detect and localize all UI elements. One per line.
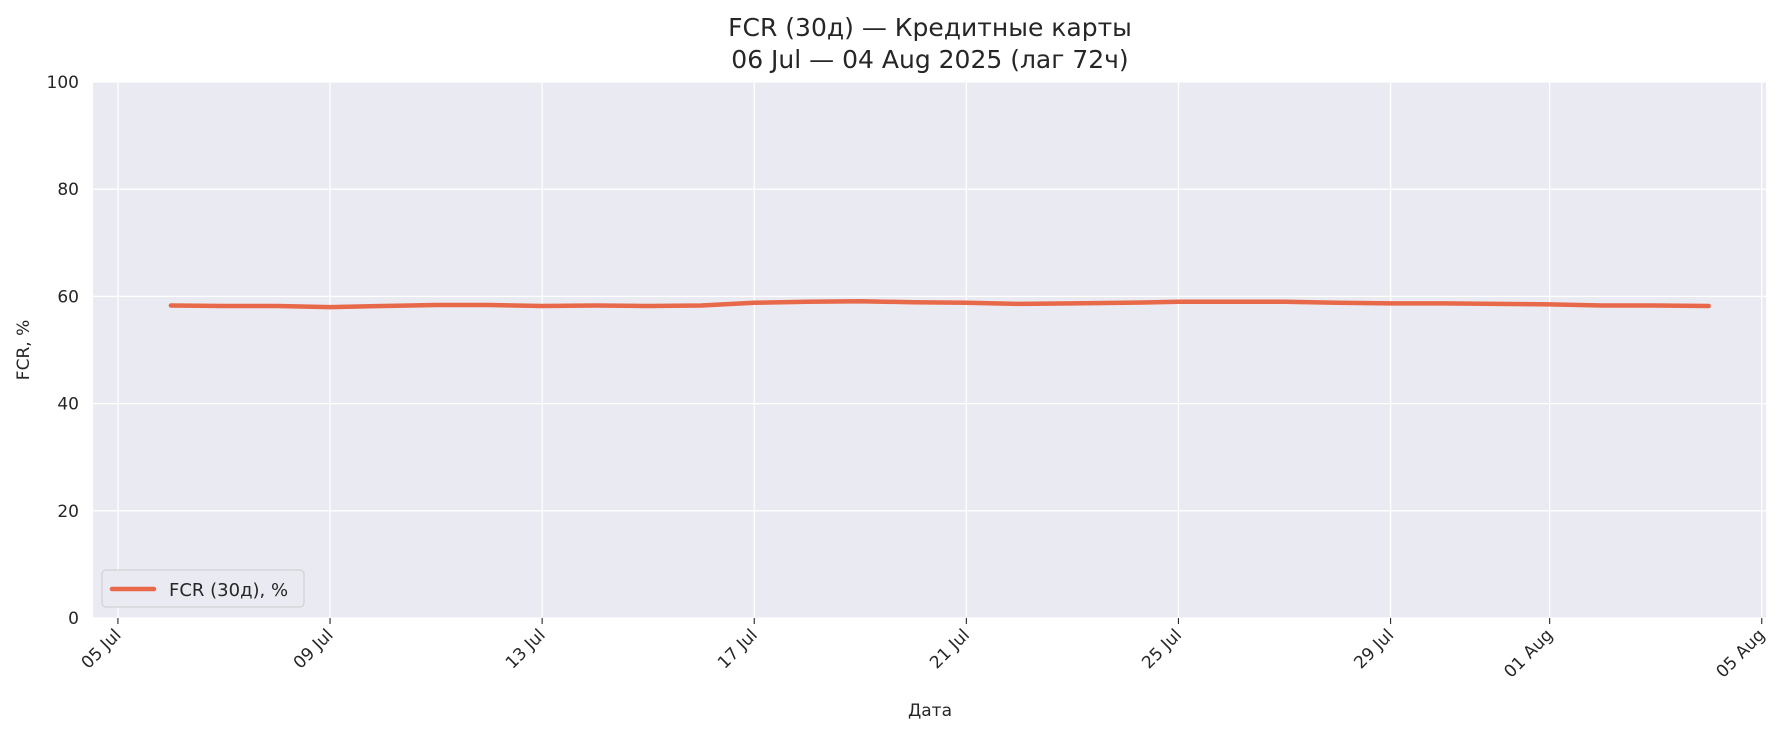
series-line: [168, 298, 1711, 310]
chart-title: FCR (30д) — Кредитные карты: [728, 13, 1132, 42]
legend-box: [101, 569, 305, 608]
y-tick-label: 20: [57, 502, 79, 522]
x-tick-label: 13 Jul: [502, 625, 550, 673]
x-tick-label: 17 Jul: [714, 625, 762, 673]
y-axis-ticks: 0 20 40 60 80 100: [47, 73, 79, 629]
grid: [93, 81, 1766, 619]
y-axis-label: FCR, %: [14, 320, 34, 380]
x-tick-label: 05 Jul: [78, 625, 126, 673]
legend: FCR (30д), %: [101, 569, 305, 608]
y-tick-label: 40: [57, 395, 79, 415]
y-tick-label: 60: [57, 287, 79, 307]
legend-label: FCR (30д), %: [169, 580, 288, 601]
chart-subtitle: 06 Jul — 04 Aug 2025 (лаг 72ч): [731, 45, 1128, 74]
x-axis-ticks: 05 Jul 09 Jul 13 Jul 17 Jul 21 Jul 25 Jul 29 J…: [78, 618, 1770, 682]
x-tick-label: 21 Jul: [926, 625, 974, 673]
series-layer: [168, 298, 1711, 310]
x-tick-label: 05 Aug: [1713, 625, 1770, 682]
y-tick-label: 80: [57, 180, 79, 200]
y-tick-label: 100: [47, 73, 79, 93]
x-tick-label: 29 Jul: [1350, 625, 1398, 673]
x-tick-label: 01 Aug: [1500, 625, 1557, 682]
x-axis-label: Дата: [908, 701, 952, 721]
x-tick-label: 25 Jul: [1138, 625, 1186, 673]
y-tick-label: 0: [68, 609, 79, 629]
plot-area: [93, 82, 1766, 618]
x-tick-label: 09 Jul: [290, 625, 338, 673]
